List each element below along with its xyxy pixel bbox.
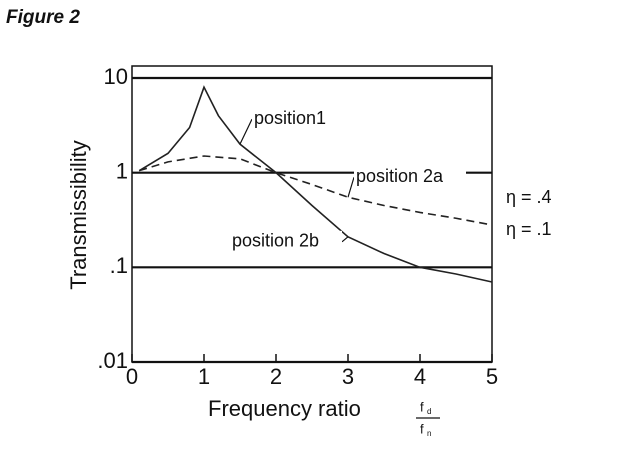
- x-tick-label: 1: [198, 364, 210, 389]
- x-label-fraction: f d f n: [416, 399, 440, 438]
- y-tick-label: .01: [97, 348, 128, 373]
- annotation-bg: [252, 108, 344, 131]
- annotation: position 2a: [356, 166, 444, 186]
- x-axis-label: Frequency ratio: [208, 396, 361, 421]
- series-line: [138, 155, 493, 226]
- fraction-denominator-sub: n: [427, 429, 431, 438]
- y-tick-label: .1: [110, 253, 128, 278]
- x-tick-label: 3: [342, 364, 354, 389]
- series-line: [138, 85, 493, 283]
- y-axis-label: Transmissibility: [66, 140, 91, 290]
- fraction-numerator-sub: d: [427, 407, 431, 416]
- legend-label: η = .1: [506, 219, 552, 239]
- fraction-denominator: f: [420, 421, 424, 436]
- annotation-arrow: [341, 236, 349, 243]
- annotation-bg: [354, 166, 466, 189]
- y-tick-label: 1: [116, 158, 128, 183]
- annotation-bg: [230, 230, 342, 253]
- fraction-numerator: f: [420, 399, 424, 414]
- x-tick-label: 0: [126, 364, 138, 389]
- x-tick-label: 5: [486, 364, 498, 389]
- legend-label: η = .4: [506, 187, 552, 207]
- annotation: position1: [254, 108, 326, 128]
- annotation-arrow: [239, 118, 253, 145]
- x-tick-label: 4: [414, 364, 426, 389]
- y-tick-label: 10: [104, 64, 128, 89]
- annotation-arrow: [347, 177, 355, 198]
- x-tick-label: 2: [270, 364, 282, 389]
- chart-title: Figure 2: [6, 7, 80, 28]
- annotation: position 2b: [232, 231, 319, 251]
